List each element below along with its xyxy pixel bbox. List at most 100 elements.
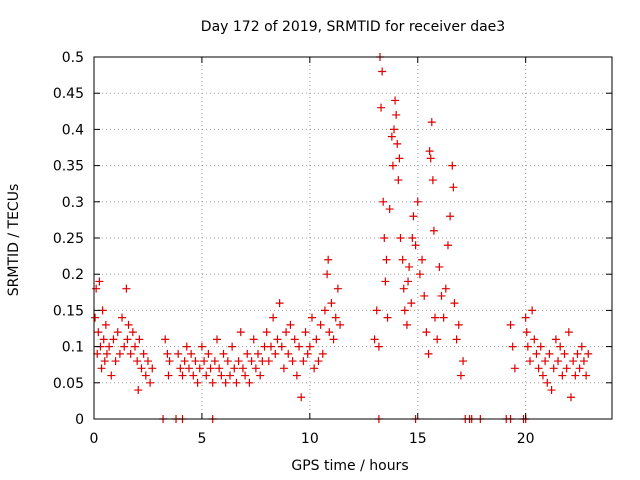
- data-point: [301, 328, 310, 337]
- data-point: [195, 364, 204, 373]
- data-point: [139, 349, 148, 358]
- grid-lines: [94, 57, 612, 419]
- data-point: [307, 313, 316, 322]
- data-point: [197, 342, 206, 351]
- data-point: [206, 364, 215, 373]
- data-point: [558, 371, 567, 380]
- data-point: [390, 125, 399, 134]
- data-point: [564, 328, 573, 337]
- data-point: [184, 364, 193, 373]
- data-point: [566, 393, 575, 402]
- y-tick-label: 0.05: [53, 376, 84, 392]
- data-point: [446, 212, 455, 221]
- data-point: [210, 357, 219, 366]
- data-point: [310, 364, 319, 373]
- data-point: [437, 291, 446, 300]
- data-point: [94, 328, 103, 337]
- data-point: [441, 284, 450, 293]
- y-tick-label: 0.35: [53, 159, 84, 175]
- data-point: [122, 284, 131, 293]
- data-point: [284, 349, 293, 358]
- data-point: [236, 328, 245, 337]
- data-point: [454, 320, 463, 329]
- data-point: [163, 349, 172, 358]
- x-axis-label: GPS time / hours: [291, 458, 408, 474]
- data-point: [131, 342, 140, 351]
- data-point: [448, 161, 457, 170]
- data-point: [238, 364, 247, 373]
- x-tick-label: 20: [517, 431, 535, 447]
- data-point: [536, 342, 545, 351]
- data-point: [187, 349, 196, 358]
- data-point: [407, 299, 416, 308]
- data-point: [93, 349, 102, 358]
- data-point: [193, 378, 202, 387]
- data-point: [394, 176, 403, 185]
- x-tick-label: 15: [409, 431, 427, 447]
- data-point: [392, 110, 401, 119]
- data-point: [100, 357, 109, 366]
- data-point: [277, 342, 286, 351]
- data-point: [266, 342, 275, 351]
- data-point: [269, 313, 278, 322]
- data-point: [316, 320, 325, 329]
- data-point: [521, 313, 530, 322]
- data-point: [510, 364, 519, 373]
- y-axis-label: SRMTID / TECUs: [6, 184, 22, 297]
- data-point: [433, 335, 442, 344]
- data-point: [245, 378, 254, 387]
- data-point: [178, 371, 187, 380]
- data-point: [97, 364, 106, 373]
- data-point: [123, 335, 132, 344]
- data-point: [164, 371, 173, 380]
- data-point: [404, 277, 413, 286]
- data-point: [411, 241, 420, 250]
- data-point: [385, 205, 394, 214]
- data-point: [107, 371, 116, 380]
- data-point: [452, 335, 461, 344]
- data-point: [426, 154, 435, 163]
- data-point: [377, 103, 386, 112]
- data-point: [225, 371, 234, 380]
- data-point: [579, 357, 588, 366]
- data-point: [288, 357, 297, 366]
- data-point: [124, 320, 133, 329]
- data-point: [264, 357, 273, 366]
- data-point: [204, 349, 213, 358]
- data-point: [534, 364, 543, 373]
- data-point: [408, 234, 417, 242]
- data-point: [547, 386, 556, 395]
- data-point: [202, 371, 211, 380]
- y-tick-label: 0.45: [53, 86, 84, 102]
- data-point: [247, 357, 256, 366]
- y-tick-label: 0.3: [62, 195, 84, 211]
- data-point: [413, 197, 422, 206]
- data-point: [113, 328, 122, 337]
- data-point: [506, 320, 515, 329]
- data-point: [305, 342, 314, 351]
- data-point: [290, 335, 299, 344]
- data-point: [126, 349, 135, 358]
- data-point: [538, 371, 547, 380]
- data-point: [525, 357, 534, 366]
- data-point: [571, 371, 580, 380]
- data-point: [556, 342, 565, 351]
- data-point: [459, 357, 468, 366]
- data-point: [551, 335, 560, 344]
- data-point: [379, 197, 388, 206]
- data-point: [584, 349, 593, 358]
- data-point: [422, 328, 431, 337]
- data-point: [282, 328, 291, 337]
- data-point: [134, 386, 143, 395]
- data-point: [314, 357, 323, 366]
- data-point: [215, 364, 224, 373]
- data-point: [141, 371, 150, 380]
- data-point: [118, 313, 127, 322]
- data-point: [91, 313, 100, 322]
- data-point: [427, 118, 436, 127]
- data-point: [105, 342, 114, 351]
- data-point: [541, 357, 550, 366]
- data-point: [431, 313, 440, 322]
- data-point: [543, 378, 552, 387]
- data-point: [109, 335, 118, 344]
